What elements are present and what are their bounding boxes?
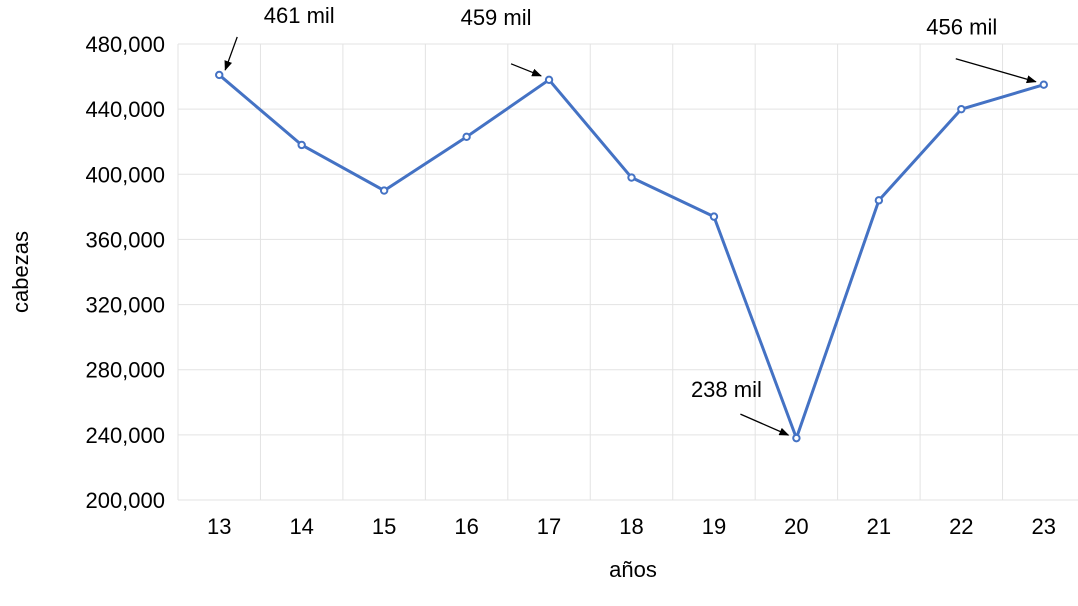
annotation-label: 456 mil <box>926 15 997 40</box>
annotation-label: 238 mil <box>691 377 762 402</box>
data-point <box>215 70 224 80</box>
x-tick-label: 22 <box>949 514 973 539</box>
x-tick-label: 13 <box>207 514 231 539</box>
y-tick-label: 240,000 <box>85 423 165 448</box>
y-tick-label: 280,000 <box>85 358 165 383</box>
data-point <box>627 173 636 182</box>
data-point <box>297 140 306 150</box>
x-tick-label: 21 <box>867 514 891 539</box>
x-tick-label: 18 <box>619 514 643 539</box>
data-point <box>792 433 801 443</box>
data-point <box>379 186 389 195</box>
y-axis-ticks: 200,000 240,000 280,000 320,000 360,000 400,0… <box>85 32 165 513</box>
x-axis-title: años <box>609 557 657 582</box>
data-point <box>462 132 471 142</box>
annotation-arrow <box>224 36 238 71</box>
y-tick-label: 320,000 <box>85 293 165 318</box>
data-point <box>874 196 884 205</box>
y-tick-label: 360,000 <box>85 227 165 252</box>
x-axis-ticks: 13 14 15 16 17 18 19 20 21 22 23 <box>207 514 1056 539</box>
annotation-label: 461 mil <box>264 3 335 28</box>
y-axis-title: cabezas <box>8 231 33 313</box>
gridlines <box>177 43 1078 501</box>
y-tick-label: 480,000 <box>85 32 165 57</box>
data-point <box>709 212 719 221</box>
x-tick-label: 14 <box>289 514 313 539</box>
y-tick-label: 440,000 <box>85 97 165 122</box>
data-point <box>544 75 554 85</box>
annotation-arrow <box>955 58 1037 84</box>
annotations: 461 mil 459 mil 238 mil 456 mil <box>224 3 1037 436</box>
annotation-label: 459 mil <box>461 5 532 30</box>
x-tick-label: 17 <box>537 514 561 539</box>
x-tick-label: 23 <box>1032 514 1056 539</box>
y-tick-label: 400,000 <box>85 162 165 187</box>
x-tick-label: 16 <box>454 514 478 539</box>
data-point <box>957 104 966 114</box>
annotation-arrow <box>740 413 790 436</box>
data-series <box>215 70 1048 443</box>
annotation-arrow <box>510 63 542 77</box>
y-tick-label: 200,000 <box>85 488 165 513</box>
x-tick-label: 19 <box>702 514 726 539</box>
x-tick-label: 15 <box>372 514 396 539</box>
x-tick-label: 20 <box>784 514 808 539</box>
data-point <box>1039 80 1048 89</box>
